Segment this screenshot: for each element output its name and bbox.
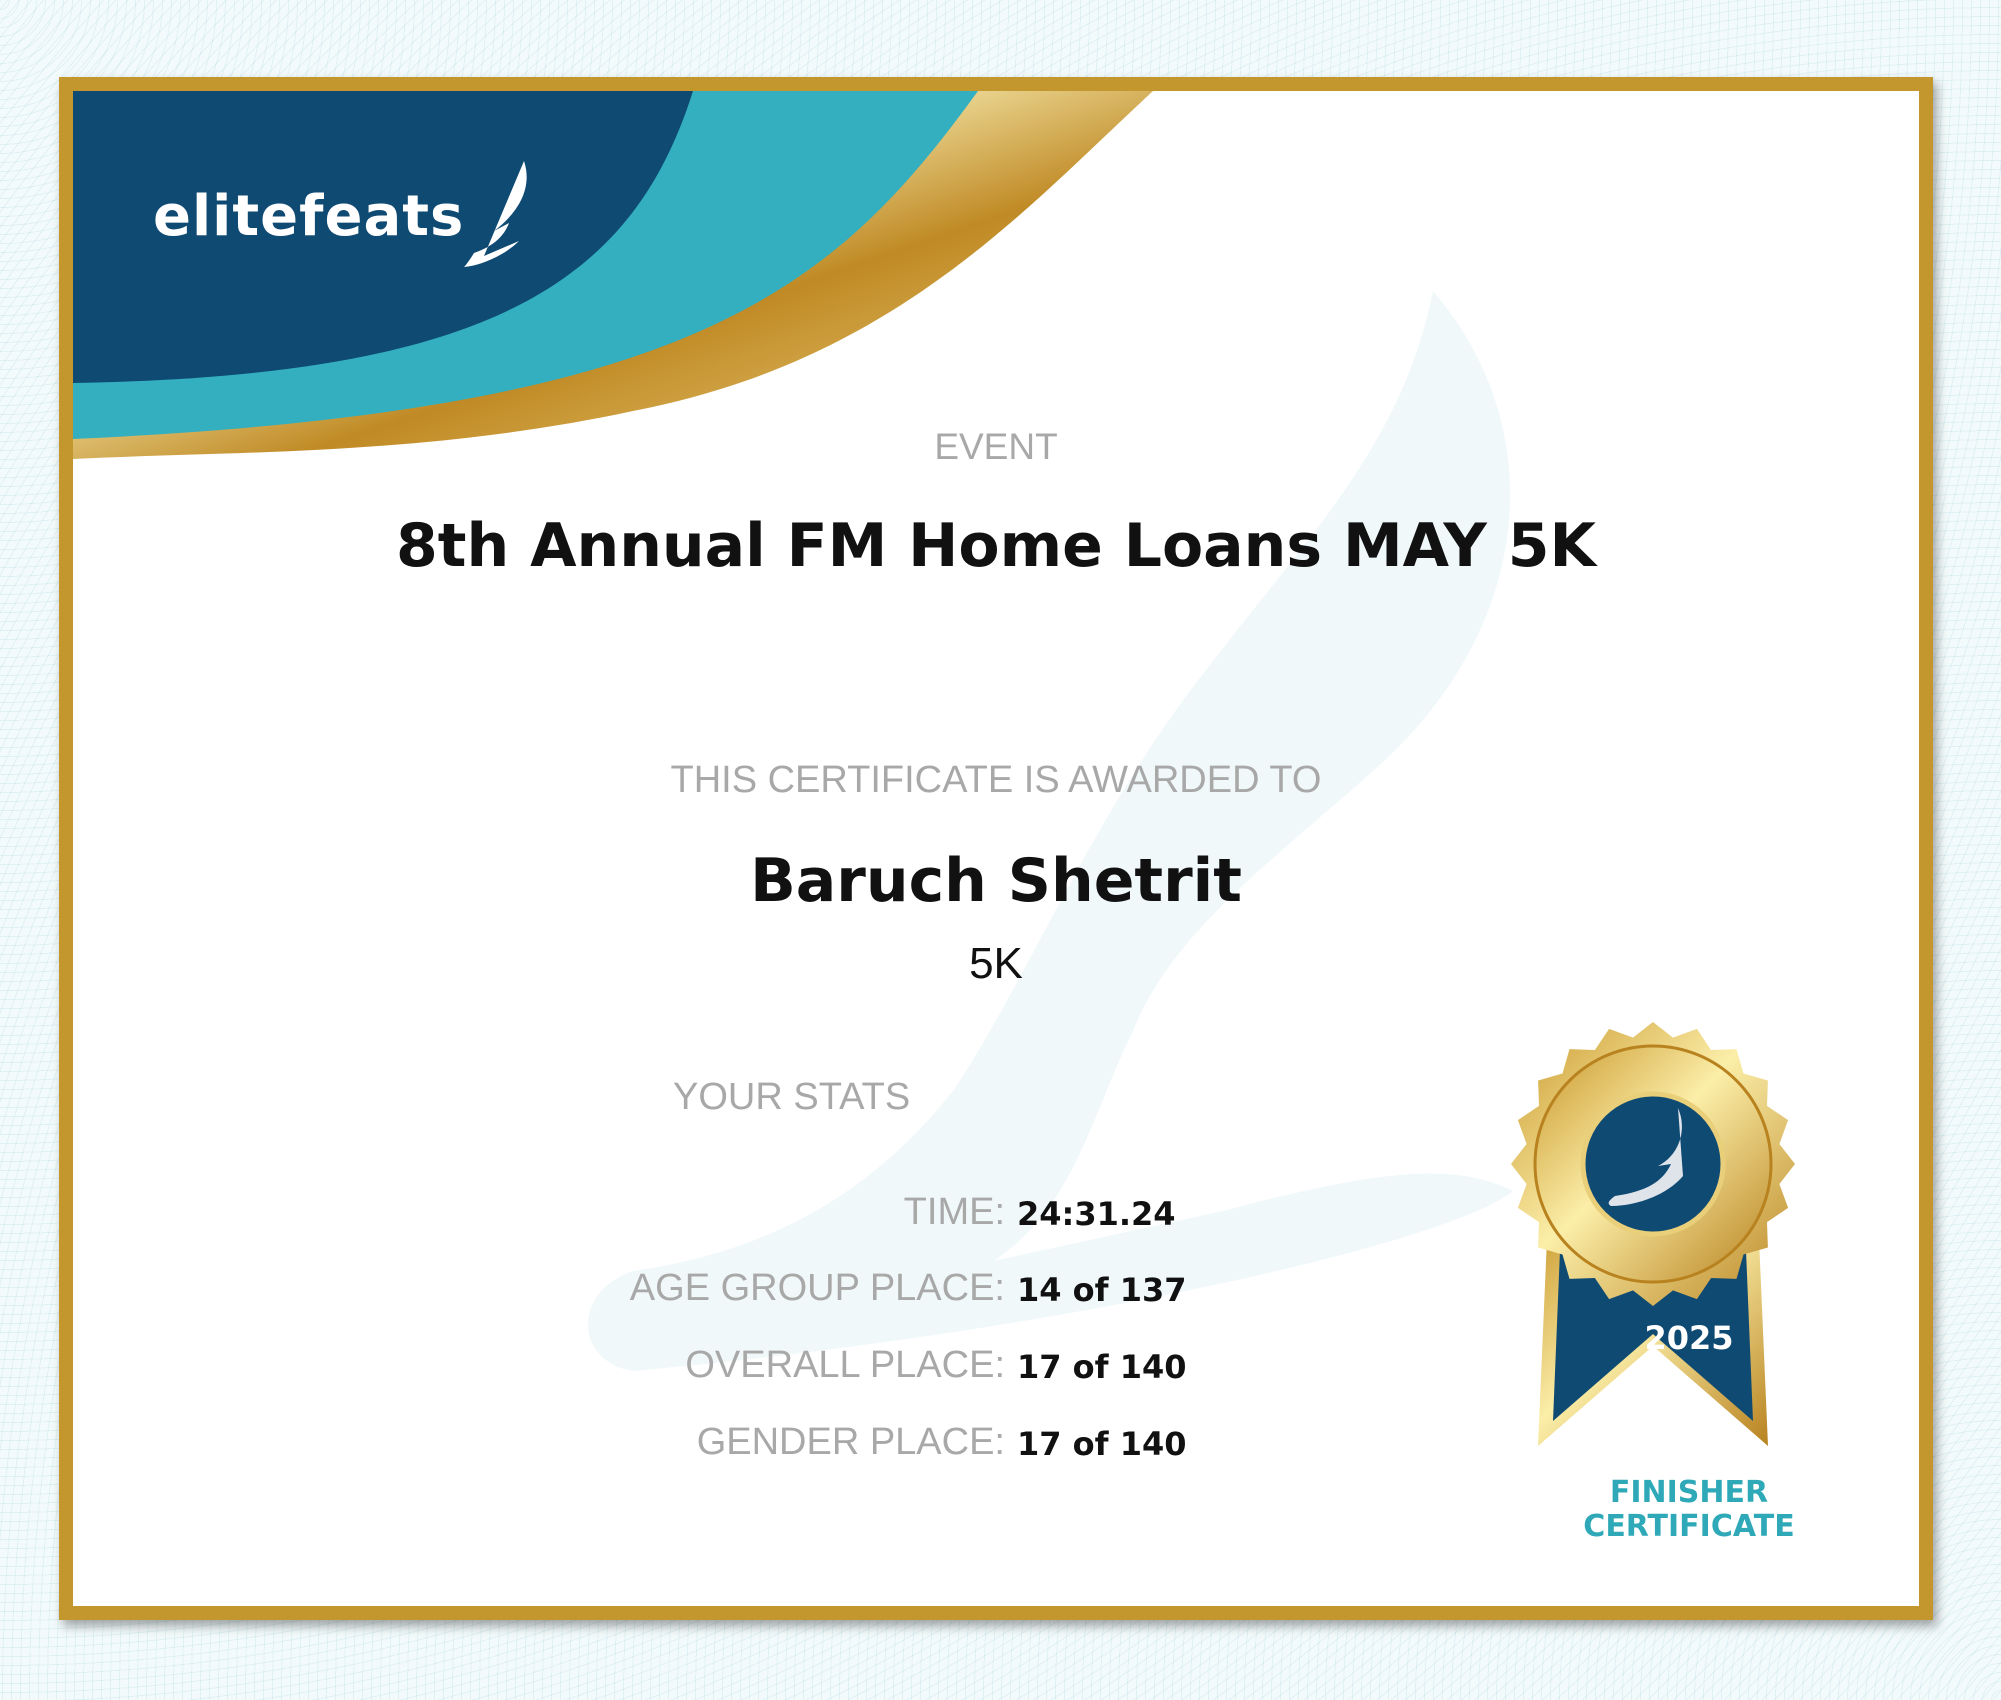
stat-label: AGE GROUP PLACE: <box>629 1267 1005 1309</box>
stat-label: GENDER PLACE: <box>696 1421 1005 1463</box>
winged-foot-icon <box>1608 1108 1683 1206</box>
stat-value: 17 of 140 <box>1017 1425 1187 1463</box>
header-banner <box>73 91 1153 459</box>
winged-foot-icon <box>464 161 528 267</box>
finisher-certificate-label: FINISHER CERTIFICATE <box>1549 1476 1829 1544</box>
stat-value: 24:31.24 <box>1017 1195 1176 1233</box>
stat-row-gender: GENDER PLACE: 17 of 140 <box>73 1421 1873 1471</box>
logo-text: elitefeats <box>153 183 465 249</box>
awarded-label: THIS CERTIFICATE IS AWARDED TO <box>670 759 1322 801</box>
stat-row-age-group: AGE GROUP PLACE: 14 of 137 <box>73 1267 1873 1317</box>
stat-value: 14 of 137 <box>1017 1271 1187 1309</box>
badge-line1: FINISHER <box>1609 1475 1769 1510</box>
event-label: EVENT <box>934 426 1058 467</box>
winged-foot-watermark <box>588 291 1513 1371</box>
badge-year: 2025 <box>1644 1319 1734 1357</box>
elitefeats-logo: elitefeats <box>153 161 534 271</box>
stat-label: TIME: <box>903 1191 1005 1233</box>
event-title: 8th Annual FM Home Loans MAY 5K <box>396 511 1596 581</box>
stats-title: YOUR STATS <box>673 1076 911 1118</box>
certificate: elitefeats EVENT 8th Annual FM Home Loan… <box>59 77 1933 1620</box>
stat-value: 17 of 140 <box>1017 1348 1187 1386</box>
finisher-medal <box>1511 1022 1795 1446</box>
recipient-name: Baruch Shetrit <box>750 846 1242 916</box>
stat-row-time: TIME: 24:31.24 <box>73 1191 1873 1241</box>
stat-label: OVERALL PLACE: <box>685 1344 1005 1386</box>
distance: 5K <box>969 939 1023 988</box>
badge-line2: CERTIFICATE <box>1583 1509 1795 1544</box>
stat-row-overall: OVERALL PLACE: 17 of 140 <box>73 1344 1873 1394</box>
